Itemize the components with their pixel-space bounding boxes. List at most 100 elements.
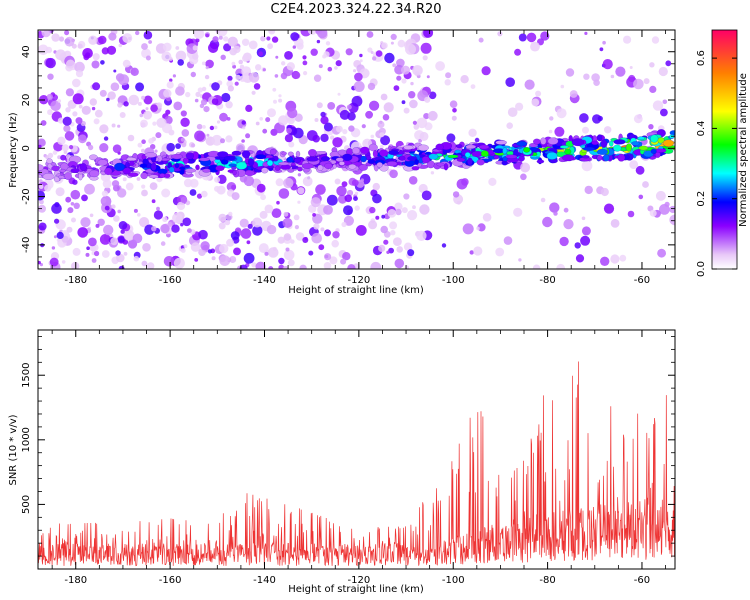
spectrogram-cell xyxy=(213,125,218,130)
spectrogram-cell xyxy=(224,219,231,226)
spectrogram-cell xyxy=(532,264,541,269)
spectrogram-cell xyxy=(302,60,308,66)
spectrogram-frame xyxy=(37,29,676,270)
spectrogram-ridge-cell xyxy=(294,157,302,164)
y-tick-label: 1500 xyxy=(21,362,32,387)
spectrogram-cell xyxy=(112,180,120,188)
spectrogram-cell xyxy=(141,189,148,197)
spectrogram-cell xyxy=(599,47,604,52)
spectrogram-cell xyxy=(143,110,153,120)
spectrogram-cell xyxy=(397,39,406,48)
spectrogram-ridge-cell xyxy=(571,138,585,147)
spectrogram-ridge-cell xyxy=(352,147,361,155)
spectrogram-cell xyxy=(421,190,432,201)
spectrogram-ridge-cell xyxy=(202,168,211,173)
spectrogram-cell xyxy=(231,192,240,201)
spectrogram-cell xyxy=(627,210,635,218)
spectrogram-ridge-cell xyxy=(617,153,626,162)
spectrogram-ridge-cell xyxy=(376,161,383,168)
spectrogram-cell xyxy=(297,187,305,195)
spectrogram-ridge-cell xyxy=(368,143,378,152)
x-tick-label: -160 xyxy=(159,575,182,586)
spectrogram-cell xyxy=(232,64,237,69)
spectrogram-cell xyxy=(239,75,246,82)
spectrogram-cell xyxy=(162,42,172,52)
spectrogram-cell xyxy=(428,91,437,100)
spectrogram-cell xyxy=(643,78,650,85)
spectrogram-cell xyxy=(531,98,540,107)
spectrogram-cell xyxy=(316,39,321,44)
spectrogram-cell xyxy=(259,210,268,219)
spectrogram-cell xyxy=(40,120,47,126)
spectrogram-cell xyxy=(370,261,382,269)
spectrogram-cell xyxy=(334,66,338,70)
spectrogram-cell xyxy=(181,129,190,137)
spectrogram-ridge-cell xyxy=(379,149,389,157)
colorbar-tick-label: 0.6 xyxy=(696,50,707,66)
spectrogram-cell xyxy=(211,98,219,105)
spectrogram-cell xyxy=(66,226,73,233)
spectrogram-ridge-cell xyxy=(421,156,430,163)
spectrogram-cell xyxy=(101,250,110,258)
spectrogram-ridge-cell xyxy=(247,158,255,167)
spectrogram-cell xyxy=(380,225,389,234)
spectrogram-ridge-cell xyxy=(88,169,100,178)
spectrogram-cell xyxy=(275,178,284,187)
spectrogram-cell xyxy=(372,193,382,204)
spectrogram-cell xyxy=(424,96,431,103)
spectrogram-cell xyxy=(549,116,554,121)
spectrogram-cell xyxy=(535,90,542,97)
spectrogram-ridge-cell xyxy=(317,164,324,171)
spectrogram-cell xyxy=(180,248,186,253)
spectrogram-cell xyxy=(476,226,480,231)
spectrogram-cell xyxy=(592,114,602,124)
spectrogram-cell xyxy=(108,32,117,41)
spectrogram-cell xyxy=(299,264,307,269)
spectrogram-cell xyxy=(375,215,380,220)
spectrogram-ridge-cell xyxy=(564,148,572,155)
spectrogram-cell xyxy=(665,60,672,67)
spectrogram-cell xyxy=(348,125,355,132)
spectrogram-cell xyxy=(542,216,553,228)
spectrogram-cell xyxy=(251,262,257,268)
spectrogram-cell xyxy=(401,207,408,214)
spectrogram-cell xyxy=(91,258,97,263)
spectrogram-cell xyxy=(623,35,632,44)
spectrogram-cell xyxy=(384,52,395,64)
spectrogram-cell xyxy=(281,61,286,66)
spectrogram-ridge-cell xyxy=(596,148,609,156)
spectrogram-cell xyxy=(120,229,125,234)
spectrogram-cell xyxy=(320,133,329,143)
spectrogram-cell xyxy=(78,104,83,109)
spectrogram-cell xyxy=(355,225,367,236)
spectrogram-cell xyxy=(451,115,457,121)
spectrogram-cell xyxy=(51,33,60,42)
spectrogram-cell xyxy=(113,215,120,222)
spectrogram-cell xyxy=(175,86,185,96)
spectrogram-cell xyxy=(77,227,88,238)
spectrogram-panel: -180 -160 -140 -120 -100 -80 -60 -40 -20 0 20 40 H… xyxy=(8,29,676,296)
spectrogram-cell xyxy=(563,219,574,230)
spectrogram-cell xyxy=(574,242,581,249)
spectrogram-ridge-cell xyxy=(388,150,400,156)
spectrogram-cell xyxy=(113,69,117,73)
spectrogram-cell xyxy=(207,249,213,254)
x-tick-label: -180 xyxy=(64,575,87,586)
spectrogram-cell xyxy=(239,264,248,269)
spectrogram-cell xyxy=(149,182,158,191)
spectrogram-cell xyxy=(629,160,639,170)
spectrogram-cell xyxy=(518,33,527,42)
spectrogram-cell xyxy=(410,81,414,86)
colorbar-tick-label: 0.2 xyxy=(696,191,707,207)
spectrogram-cell xyxy=(375,50,383,57)
chart-title: C2E4.2023.324.22.34.R20 xyxy=(270,2,442,17)
spectrogram-cell xyxy=(66,59,75,69)
spectrogram-cell xyxy=(495,247,505,257)
spectrogram-cell xyxy=(122,59,131,68)
spectrogram-cell xyxy=(94,109,103,118)
spectrogram-cell xyxy=(177,59,184,66)
spectrogram-cell xyxy=(283,211,289,217)
spectrogram-cell xyxy=(290,32,300,41)
snr-x-label: Height of straight line (km) xyxy=(288,584,424,595)
spectrogram-cell xyxy=(234,81,239,86)
